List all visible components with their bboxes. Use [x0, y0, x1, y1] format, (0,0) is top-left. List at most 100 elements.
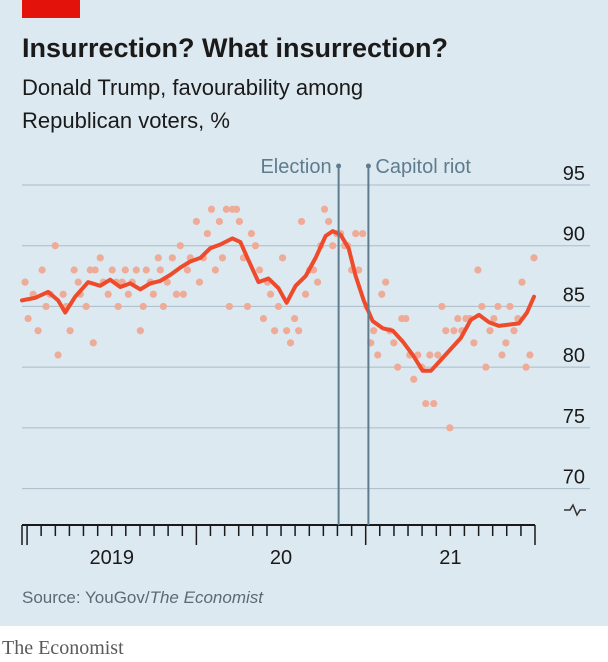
poll-dot [154, 254, 162, 262]
poll-dot [266, 290, 275, 298]
poll-dot [203, 229, 211, 238]
poll-dot [82, 302, 90, 311]
poll-dot [215, 217, 224, 226]
poll-dot [526, 351, 534, 359]
poll-dot [176, 242, 184, 250]
y-tick-label: 70 [563, 467, 585, 489]
poll-dot [422, 399, 430, 408]
poll-dot [251, 242, 260, 250]
poll-dot [274, 302, 283, 311]
poll-dot [450, 327, 458, 335]
y-tick-label: 85 [563, 284, 585, 306]
poll-dot [283, 327, 291, 335]
annotation-dot [365, 163, 371, 169]
chart-subtitle: Donald Trump, favourability among [22, 75, 363, 100]
poll-dot [156, 266, 164, 274]
poll-dot [34, 327, 42, 335]
poll-dot [474, 266, 482, 274]
axis-break [564, 503, 586, 517]
poll-dot [51, 242, 59, 250]
poll-dot [42, 302, 50, 311]
red-tag [22, 0, 80, 18]
y-tick-label: 75 [563, 406, 585, 428]
poll-dot [374, 351, 382, 359]
poll-dot [59, 290, 67, 298]
poll-dot [114, 302, 122, 311]
annotation-dot [336, 163, 342, 169]
poll-dot [430, 399, 438, 408]
poll-dot [434, 351, 442, 359]
poll-dot [104, 290, 112, 298]
poll-dot [124, 290, 132, 298]
poll-dot [438, 302, 446, 311]
poll-dot [518, 278, 526, 286]
poll-dot [522, 363, 530, 371]
poll-dot [502, 339, 510, 347]
source-publication: The Economist [150, 588, 265, 607]
poll-dot [172, 290, 181, 298]
annotation-label: Capitol riot [375, 156, 471, 178]
poll-dot [498, 351, 506, 359]
poll-dot [494, 302, 502, 311]
poll-dot [142, 266, 150, 274]
poll-dot [506, 302, 514, 311]
poll-dot [301, 290, 310, 298]
poll-dot [183, 266, 192, 274]
poll-dot [66, 327, 74, 335]
poll-dot [218, 254, 227, 262]
poll-dot [192, 217, 200, 226]
poll-dot [255, 266, 264, 274]
poll-dot [225, 302, 234, 311]
poll-dot [21, 278, 29, 286]
poll-dot [54, 351, 62, 359]
background [0, 0, 608, 626]
poll-dot [70, 266, 78, 274]
poll-dot [149, 290, 157, 298]
poll-dot [325, 217, 333, 226]
y-tick-label: 80 [563, 345, 585, 367]
x-tick-label: 20 [270, 547, 292, 569]
poll-dot [426, 351, 434, 359]
poll-dot [91, 266, 99, 274]
poll-dot [442, 327, 450, 335]
poll-dot [243, 302, 252, 311]
poll-dot [74, 278, 82, 286]
y-tick-label: 90 [563, 224, 585, 246]
poll-dot [359, 229, 367, 238]
chart-title: Insurrection? What insurrection? [22, 33, 448, 63]
poll-dot [132, 266, 140, 274]
poll-dot [478, 302, 486, 311]
poll-dot [290, 314, 299, 323]
poll-dot [370, 327, 378, 335]
x-tick-label: 21 [439, 547, 461, 569]
poll-dot [530, 254, 538, 262]
poll-dot [390, 339, 398, 347]
poll-dot [286, 339, 295, 347]
poll-dot [394, 363, 402, 371]
poll-dot [402, 314, 410, 323]
poll-dot [232, 205, 241, 213]
poll-dot [222, 205, 230, 213]
poll-dot [382, 278, 390, 286]
plot: 70 75 80 85 90 95 2019 20 21 Election Capitol riot [20, 156, 590, 569]
poll-dot [510, 327, 518, 335]
poll-dot [121, 266, 129, 274]
brand: The Economist [2, 637, 124, 659]
poll-dot [378, 290, 386, 298]
poll-dot [454, 314, 462, 323]
poll-dot [329, 242, 337, 250]
annotation-label: Election [260, 156, 331, 178]
source-text: Source: YouGov/ [22, 588, 150, 607]
poll-dot [486, 327, 494, 335]
poll-dot [247, 229, 256, 238]
poll-dot [320, 205, 329, 213]
footer-background [0, 626, 608, 662]
source: Source: YouGov/The Economist [22, 588, 264, 607]
poll-dot [295, 327, 303, 335]
poll-dot [271, 327, 279, 335]
poll-dot [139, 302, 147, 311]
poll-dot [259, 314, 268, 323]
poll-dot [297, 217, 306, 226]
poll-dot [179, 290, 187, 298]
